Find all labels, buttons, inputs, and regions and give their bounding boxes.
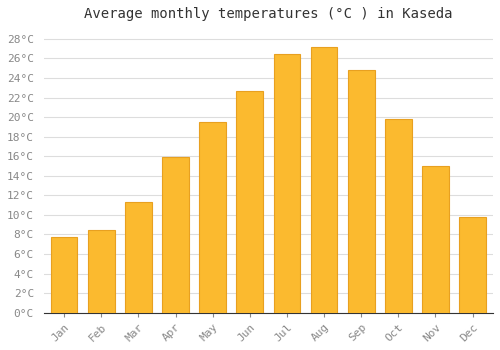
- Bar: [460, 217, 486, 313]
- Bar: [88, 230, 115, 313]
- Bar: [236, 91, 263, 313]
- Title: Average monthly temperatures (°C ) in Kaseda: Average monthly temperatures (°C ) in Ka…: [84, 7, 452, 21]
- Bar: [125, 202, 152, 313]
- Bar: [50, 237, 78, 313]
- Bar: [162, 157, 189, 313]
- Bar: [274, 54, 300, 313]
- Bar: [310, 47, 338, 313]
- Bar: [385, 119, 411, 313]
- Bar: [348, 70, 374, 313]
- Bar: [422, 166, 449, 313]
- Bar: [200, 122, 226, 313]
